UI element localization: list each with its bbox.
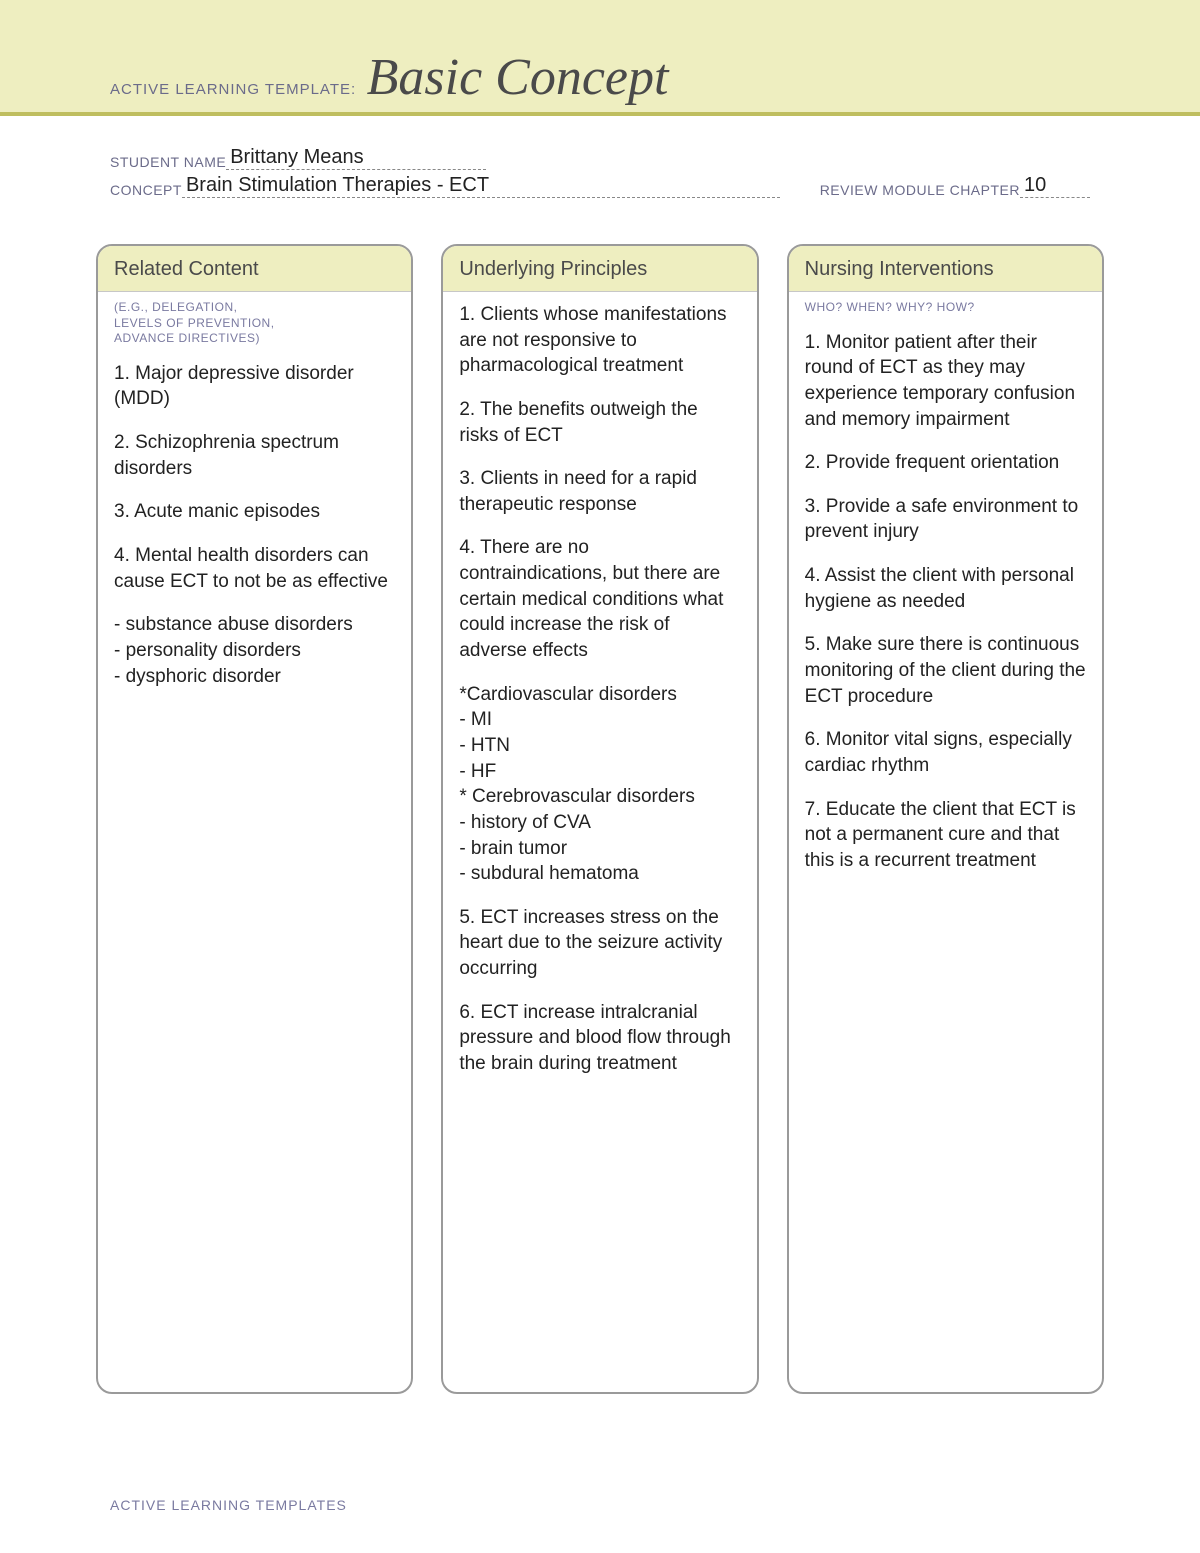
meta-row-student: STUDENT NAME Brittany Means [110, 146, 1090, 170]
concept-value: Brain Stimulation Therapies - ECT [182, 174, 780, 198]
card-heading: Related Content [98, 246, 411, 292]
body-paragraph: 7. Educate the client that ECT is not a … [805, 797, 1086, 874]
card-heading: Underlying Principles [443, 246, 756, 292]
body-paragraph: 3. Clients in need for a rapid therapeut… [459, 466, 740, 517]
chapter-label: REVIEW MODULE CHAPTER [820, 182, 1020, 198]
body-paragraph: 4. Mental health disorders can cause ECT… [114, 543, 395, 594]
student-name-value: Brittany Means [226, 146, 486, 170]
meta-left: CONCEPT Brain Stimulation Therapies - EC… [110, 174, 780, 198]
card-heading: Nursing Interventions [789, 246, 1102, 292]
card-nursing-interventions: Nursing Interventions WHO? WHEN? WHY? HO… [787, 244, 1104, 1394]
body-paragraph: 4. There are no contraindications, but t… [459, 535, 740, 663]
card-body: 1. Major depressive disorder (MDD) 2. Sch… [98, 351, 411, 723]
body-paragraph: 6. ECT increase intralcranial pressure a… [459, 1000, 740, 1077]
card-sub: (E.G., DELEGATION, LEVELS OF PREVENTION,… [98, 292, 411, 351]
chapter-value: 10 [1020, 174, 1090, 198]
meta-row-concept: CONCEPT Brain Stimulation Therapies - EC… [110, 174, 1090, 198]
body-paragraph: 6. Monitor vital signs, especially cardi… [805, 727, 1086, 778]
card-body: 1. Clients whose manifestations are not … [443, 292, 756, 1111]
card-sub: WHO? WHEN? WHY? HOW? [789, 292, 1102, 320]
card-body: 1. Monitor patient after their round of … [789, 320, 1102, 908]
body-paragraph: 1. Clients whose manifestations are not … [459, 302, 740, 379]
meta-block: STUDENT NAME Brittany Means CONCEPT Brai… [0, 116, 1200, 198]
body-paragraph: 5. Make sure there is continuous monitor… [805, 632, 1086, 709]
body-paragraph: *Cardiovascular disorders - MI - HTN - H… [459, 682, 740, 887]
template-title: Basic Concept [367, 48, 669, 107]
columns-container: Related Content (E.G., DELEGATION, LEVEL… [0, 202, 1200, 1394]
body-paragraph: 2. Schizophrenia spectrum disorders [114, 430, 395, 481]
body-paragraph: 5. ECT increases stress on the heart due… [459, 905, 740, 982]
card-underlying-principles: Underlying Principles 1. Clients whose m… [441, 244, 758, 1394]
concept-label: CONCEPT [110, 182, 182, 198]
body-paragraph: 3. Provide a safe environment to prevent… [805, 494, 1086, 545]
student-name-label: STUDENT NAME [110, 154, 226, 170]
body-paragraph: 1. Major depressive disorder (MDD) [114, 361, 395, 412]
card-related-content: Related Content (E.G., DELEGATION, LEVEL… [96, 244, 413, 1394]
meta-right: REVIEW MODULE CHAPTER 10 [820, 174, 1090, 198]
body-paragraph: 4. Assist the client with personal hygie… [805, 563, 1086, 614]
header-inner: ACTIVE LEARNING TEMPLATE: Basic Concept [0, 0, 1200, 107]
header-band: ACTIVE LEARNING TEMPLATE: Basic Concept [0, 0, 1200, 116]
template-label: ACTIVE LEARNING TEMPLATE: [110, 81, 356, 98]
body-paragraph: 2. The benefits outweigh the risks of EC… [459, 397, 740, 448]
body-paragraph: 3. Acute manic episodes [114, 499, 395, 525]
footer-label: ACTIVE LEARNING TEMPLATES [110, 1497, 347, 1513]
body-paragraph: 1. Monitor patient after their round of … [805, 330, 1086, 433]
body-paragraph: - substance abuse disorders - personalit… [114, 612, 395, 689]
body-paragraph: 2. Provide frequent orientation [805, 450, 1086, 476]
